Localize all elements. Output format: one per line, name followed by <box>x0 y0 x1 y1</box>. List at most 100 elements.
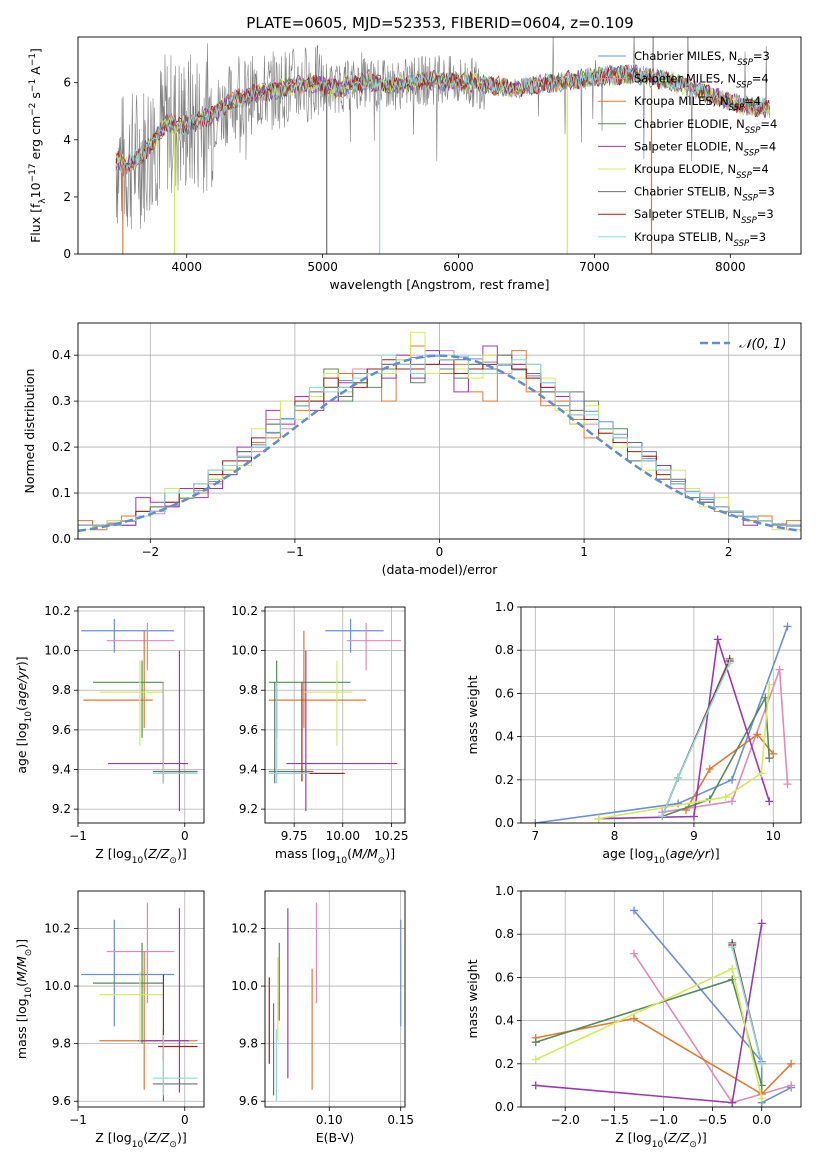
spectrum-ylabel-part: Flux [f <box>28 203 43 243</box>
mass_vs_Z-xtick-label: 0 <box>181 1113 189 1127</box>
residuals-xtick-label: −2 <box>141 545 159 559</box>
age_vs_Z-xtick-label: 0 <box>181 829 189 843</box>
mass_vs_ebv-xlabel: E(B-V) <box>316 1130 355 1145</box>
spectrum-xlabel: wavelength [Angstrom, rest frame] <box>329 277 549 292</box>
weight-point-marker <box>674 799 683 808</box>
age_vs_Z-xlabel-part: ( <box>143 846 148 861</box>
spectrum-ylabel-part: −2 <box>28 103 38 116</box>
age_vs_mass-frame <box>264 606 406 824</box>
weight-point-marker <box>629 949 638 958</box>
weight_vs_Z-ylabel: mass weight <box>465 959 480 1038</box>
weight_vs_Z-xtick-label: −1.5 <box>600 1113 629 1127</box>
spectrum-xtick-label: 7000 <box>579 260 610 274</box>
weight-point-marker <box>753 730 762 739</box>
age_vs_Z-xlabel-part: Z [log <box>95 846 131 861</box>
legend-label-name: Kroupa ELODIE, N <box>634 162 736 176</box>
weight_vs_age-xlabel-part: 10 <box>654 856 666 866</box>
weight-point-marker <box>757 769 766 778</box>
legend-label-name: Chabrier MILES, N <box>634 49 737 63</box>
weight_vs_age-ytick-label: 0.2 <box>495 773 514 787</box>
spectrum-plot-area <box>115 37 770 254</box>
age_vs_mass-ytick-label: 9.2 <box>239 802 258 816</box>
weight_vs_age-xlabel: age [log10(age/yr)] <box>602 846 719 866</box>
residuals-ylabel: Normed distribution <box>22 369 37 494</box>
spectrum-ytick-label: 2 <box>63 190 71 204</box>
weight_vs_age-ylabel-part: mass weight <box>465 675 480 754</box>
mass_vs_ebv-ytick-label: 10.0 <box>231 979 258 993</box>
weight-series-line <box>535 626 789 823</box>
weight-point-marker <box>765 754 774 763</box>
weight_vs_Z-ytick-label: 0.2 <box>495 1057 514 1071</box>
weight-point-marker <box>728 964 737 973</box>
weight_vs_Z-frame <box>520 890 802 1108</box>
age_vs_Z-ytick-label: 9.4 <box>52 762 71 776</box>
weight_vs_Z-xlabel-part: ( <box>663 1130 668 1145</box>
residuals-ytick-label: 0.0 <box>52 532 71 546</box>
spectrum-xtick-label: 4000 <box>171 260 202 274</box>
weight_vs_age-xtick-label: 7 <box>531 829 539 843</box>
mass_vs_Z-ylabel-part: mass [log <box>14 998 29 1059</box>
weight_vs_age-frame <box>520 606 802 824</box>
legend-label: Salpeter MILES, NSSP=4 <box>634 72 769 91</box>
weight-point-marker <box>725 659 734 668</box>
mass_vs_Z-xlabel-part: Z [log <box>95 1130 131 1145</box>
age_vs_mass-ytick-label: 9.4 <box>239 762 258 776</box>
weight_vs_Z-xlabel: Z [log10(Z/Z⊙)] <box>615 1130 706 1150</box>
weight_vs_Z-xlabel-part: Z [log <box>615 1130 651 1145</box>
legend-label-sub: SSP <box>745 126 761 136</box>
residuals-ytick-label: 0.2 <box>52 440 71 454</box>
mass_vs_Z-frame <box>77 890 205 1108</box>
age_vs_mass-ytick-label: 10.0 <box>231 644 258 658</box>
weight_vs_age-xtick-label: 10 <box>766 829 781 843</box>
weight-point-marker <box>531 819 540 823</box>
residuals-ytick-label: 0.1 <box>52 486 71 500</box>
weight_vs_Z-ytick-label: 0.4 <box>495 1014 514 1028</box>
weight-series-line <box>598 684 771 820</box>
weight-point-marker <box>783 622 792 631</box>
spectrum-xtick-label: 8000 <box>715 260 746 274</box>
residuals-frame <box>77 322 802 540</box>
legend-label-count: =4 <box>744 94 761 108</box>
age_vs_mass-ytick-label: 9.8 <box>239 683 258 697</box>
weight_vs_age-ytick-label: 1.0 <box>495 600 514 614</box>
legend-label-name: Kroupa MILES, N <box>634 94 729 108</box>
mass_vs_Z-plot-area <box>78 891 204 1107</box>
weight_vs_Z-ytick-label: 0.8 <box>495 927 514 941</box>
age_vs_mass-xlabel-part: )] <box>385 846 395 861</box>
weight-series-line <box>731 946 763 1064</box>
spectrum-ylabel-part: −1 <box>28 53 38 66</box>
weight-point-marker <box>658 812 667 821</box>
residuals-xtick-label: 1 <box>580 545 588 559</box>
weight-point-marker <box>629 1014 638 1023</box>
legend-label-sub: SSP <box>744 148 760 158</box>
legend-label: Chabrier MILES, NSSP=3 <box>634 49 770 68</box>
age_vs_Z-frame <box>77 606 205 824</box>
weight_vs_age-xlabel-part: )] <box>710 846 720 861</box>
weight-point-marker <box>531 1081 540 1090</box>
legend-label: Salpeter STELIB, NSSP=3 <box>634 207 774 226</box>
age_vs_mass-xtick-label: 10.00 <box>326 829 360 843</box>
age_vs_Z-ylabel-part: age [log <box>14 722 29 773</box>
age_vs_mass-xtick-label: 10.25 <box>374 829 408 843</box>
residuals-plot-area <box>78 323 801 539</box>
weight_vs_age-ytick-label: 0.4 <box>495 730 514 744</box>
figure-title: PLATE=0605, MJD=52353, FIBERID=0604, z=0… <box>246 14 633 32</box>
weight-point-marker <box>757 919 766 928</box>
weight-point-marker <box>689 812 698 821</box>
legend-label: Chabrier STELIB, NSSP=3 <box>634 185 775 204</box>
legend-label-sub: SSP <box>737 58 753 68</box>
age_vs_Z-ylabel-part: )] <box>14 656 29 666</box>
mass_vs_Z-ytick-label: 9.6 <box>52 1094 71 1108</box>
residuals-axes: −2 −1 0 1 2 0.0 0.1 0.2 0.3 0.4 (data-model)/error… <box>22 322 802 577</box>
mass_vs_Z-ytick-label: 9.8 <box>52 1037 71 1051</box>
mass_vs_ebv-xtick-label: 0.15 <box>387 1113 414 1127</box>
weight-point-marker <box>727 775 736 784</box>
age_vs_Z-ytick-label: 9.6 <box>52 723 71 737</box>
age_vs_Z-xlabel-part: ⊙ <box>169 856 177 866</box>
residuals-xtick-label: −1 <box>286 545 304 559</box>
mass_vs_ebv-xtick-label: 0.10 <box>316 1113 343 1127</box>
legend-label-count: =3 <box>749 230 766 244</box>
legend-label-sub: SSP <box>734 239 750 249</box>
